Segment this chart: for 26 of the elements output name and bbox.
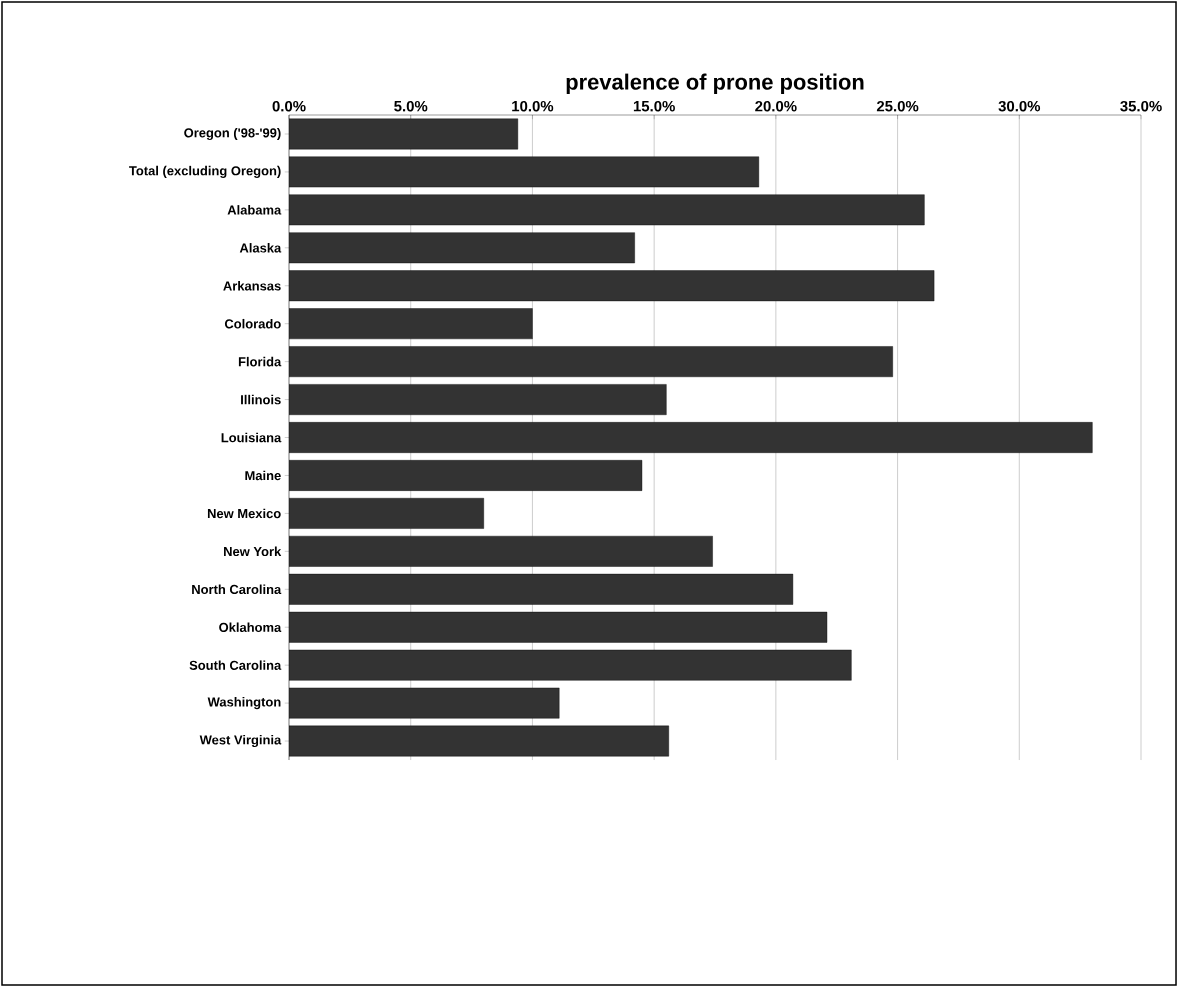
y-tick-label: Maine — [245, 470, 281, 481]
y-tick-label: New Mexico — [207, 508, 281, 519]
y-tick-label: South Carolina — [189, 660, 282, 670]
x-tick-label: 30.0% — [998, 100, 1041, 112]
y-tick-label: Alaska — [239, 243, 282, 253]
y-tick-label: Alabama — [227, 205, 282, 215]
x-tick-label: 10.0% — [512, 100, 554, 112]
y-tick-label: New York — [224, 546, 282, 557]
y-tick-label: Oklahoma — [219, 622, 282, 632]
x-tick-label: 5.0% — [394, 100, 428, 112]
y-tick-label: Colorado — [224, 318, 281, 329]
y-tick-label: Washington — [207, 697, 281, 710]
y-tick-label: Florida — [238, 356, 282, 367]
x-tick-label: 35.0% — [1120, 100, 1162, 112]
y-tick-label: Louisiana — [221, 432, 282, 443]
x-tick-label: 15.0% — [633, 100, 675, 112]
y-tick-label: Total (excluding Oregon) — [129, 165, 281, 178]
y-tick-label: Oregon ('98-'99) — [184, 127, 281, 141]
y-tick-label: Illinois — [241, 394, 281, 405]
y-tick-label: North Carolina — [192, 584, 282, 595]
x-tick-label: 25.0% — [876, 100, 919, 112]
x-tick-label: 0.0% — [272, 100, 306, 112]
x-axis-title: prevalence of prone position — [566, 73, 864, 95]
y-tick-label: Arkansas — [223, 280, 281, 291]
x-tick-label: 20.0% — [755, 100, 797, 112]
y-tick-label: West Virginia — [199, 734, 282, 748]
